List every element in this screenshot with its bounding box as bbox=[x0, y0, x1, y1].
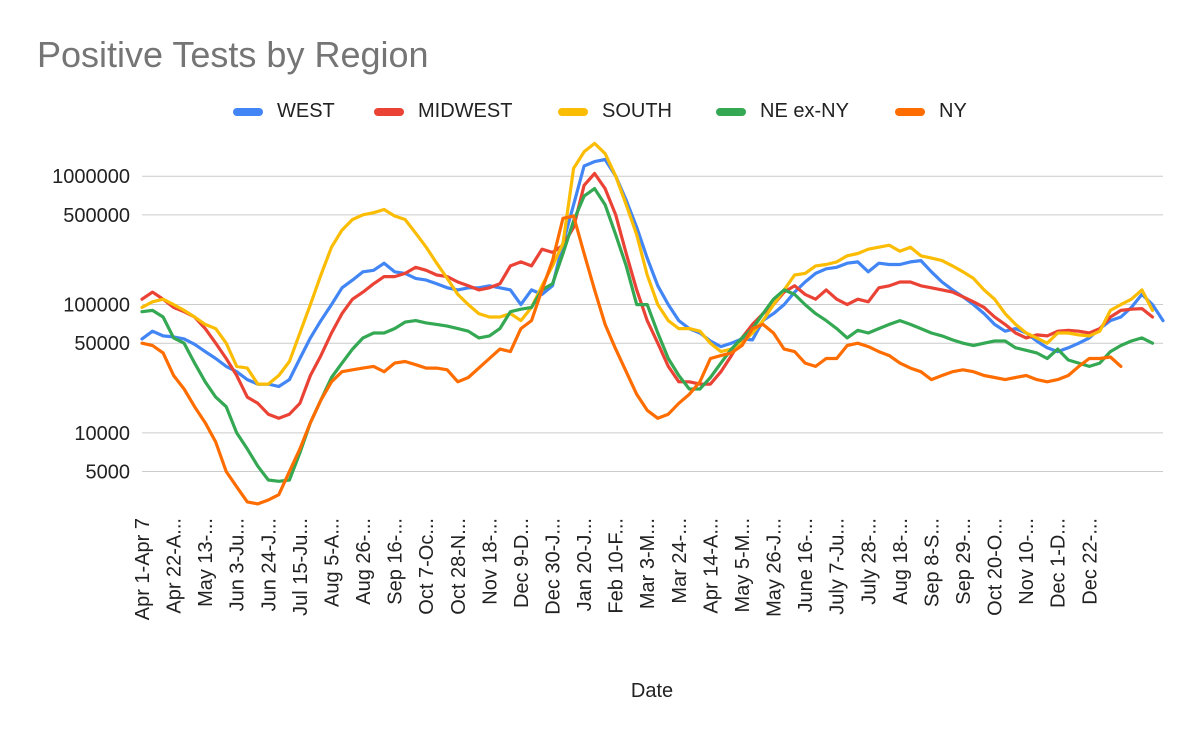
x-tick-label: Dec 1-D... bbox=[1048, 518, 1070, 608]
x-tick-label: Dec 30-J... bbox=[543, 518, 565, 615]
legend-item: SOUTH bbox=[558, 100, 672, 123]
legend-item: NY bbox=[895, 100, 967, 123]
series-ny bbox=[140, 214, 1123, 506]
legend-swatch bbox=[716, 107, 746, 116]
legend-label: NY bbox=[939, 100, 967, 122]
x-tick-label: July 28-... bbox=[858, 518, 880, 605]
series-south bbox=[140, 141, 1155, 386]
legend-label: MIDWEST bbox=[418, 100, 513, 122]
x-tick-label: Oct 28-N... bbox=[448, 518, 470, 615]
legend-swatch bbox=[895, 107, 925, 116]
legend-label: WEST bbox=[277, 100, 335, 122]
x-tick-label: Oct 20-O... bbox=[985, 518, 1007, 616]
y-tick-label: 500000 bbox=[63, 205, 130, 227]
x-tick-label: Apr 1-Apr 7 bbox=[132, 518, 154, 620]
x-tick-label: Sep 8-S... bbox=[921, 518, 943, 607]
x-tick-label: Jun 24-J... bbox=[258, 518, 280, 611]
legend-swatch bbox=[233, 107, 263, 116]
y-tick-label: 50000 bbox=[74, 333, 130, 355]
x-tick-label: Apr 14-A... bbox=[700, 518, 722, 614]
legend-swatch bbox=[374, 107, 404, 116]
x-tick-label: Jun 3-Ju... bbox=[227, 518, 249, 611]
series-midwest bbox=[140, 171, 1155, 420]
series-line bbox=[140, 187, 1155, 483]
legend-label: SOUTH bbox=[602, 100, 672, 122]
x-tick-label: Mar 3-M... bbox=[637, 518, 659, 609]
legend-item: MIDWEST bbox=[374, 100, 512, 123]
y-tick-label: 1000000 bbox=[52, 166, 130, 188]
x-tick-label: May 5-M... bbox=[732, 518, 754, 612]
chart-title: Positive Tests by Region bbox=[37, 34, 429, 75]
x-tick-label: Nov 18-... bbox=[479, 518, 501, 605]
x-tick-label: Jul 15-Ju... bbox=[290, 518, 312, 616]
x-tick-label: Dec 9-D... bbox=[511, 518, 533, 608]
series-line bbox=[140, 171, 1155, 420]
legend-label: NE ex-NY bbox=[760, 100, 849, 122]
x-tick-label: May 13-... bbox=[195, 518, 217, 607]
x-axis-title: Date bbox=[631, 680, 673, 702]
x-tick-label: Dec 22-... bbox=[1079, 518, 1101, 605]
x-tick-label: Sep 16-... bbox=[385, 518, 407, 605]
x-tick-label: Aug 26-... bbox=[353, 518, 375, 605]
series-ne-ex-ny bbox=[140, 187, 1155, 483]
legend-item: WEST bbox=[233, 100, 335, 123]
x-tick-label: Feb 10-F... bbox=[606, 518, 628, 614]
x-tick-label: June 16-... bbox=[795, 518, 817, 613]
x-tick-label: Mar 24-... bbox=[669, 518, 691, 604]
x-tick-label: Jan 20-J... bbox=[574, 518, 596, 611]
y-tick-label: 5000 bbox=[86, 462, 131, 484]
x-tick-label: July 7-Ju... bbox=[827, 518, 849, 615]
series-line bbox=[140, 141, 1155, 386]
legend-swatch bbox=[558, 107, 588, 116]
legend-item: NE ex-NY bbox=[716, 100, 849, 123]
y-tick-label: 10000 bbox=[74, 423, 130, 445]
x-tick-label: Aug 5-A... bbox=[321, 518, 343, 607]
y-tick-label: 100000 bbox=[63, 295, 130, 317]
series-west bbox=[140, 157, 1165, 389]
x-tick-label: Aug 18-... bbox=[890, 518, 912, 605]
legend: WEST MIDWEST SOUTH NE ex-NY NY bbox=[0, 100, 1200, 126]
series-line bbox=[140, 157, 1165, 389]
series-line bbox=[140, 214, 1123, 506]
x-tick-label: May 26-J... bbox=[764, 518, 786, 617]
x-tick-label: Nov 10-... bbox=[1016, 518, 1038, 605]
x-tick-label: Apr 22-A... bbox=[164, 518, 186, 614]
x-tick-label: Oct 7-Oc... bbox=[416, 518, 438, 615]
x-tick-label: Sep 29-... bbox=[953, 518, 975, 605]
